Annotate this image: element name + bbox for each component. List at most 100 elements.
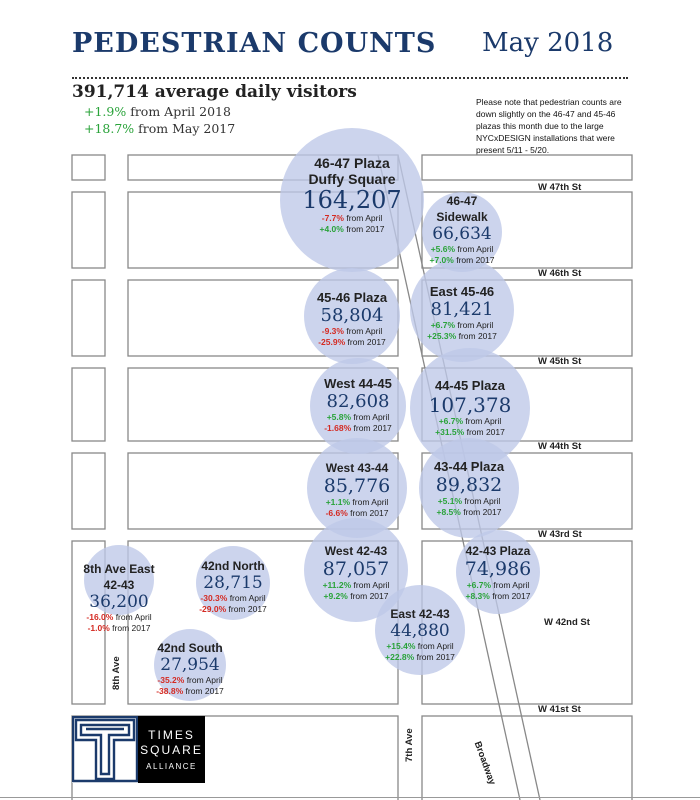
year-change-value: +18.7% [84, 121, 135, 136]
year-change-value: -38.8% [156, 686, 184, 696]
year-change-label: from 2017 [347, 591, 389, 601]
street-7th-ave: 7th Ave [404, 728, 415, 762]
april-change-value: +11.2% [322, 580, 352, 590]
year-change-label: from 2017 [489, 591, 531, 601]
location-count: 85,776 [323, 475, 391, 497]
year-change: +18.7% from May 2017 [84, 121, 235, 136]
april-change-value: -30.3% [200, 593, 228, 603]
april-change-value: +5.8% [326, 412, 352, 422]
tsa-logo-mark-icon [72, 716, 138, 783]
april-change-value: +6.7% [438, 416, 464, 426]
location-count: 28,715 [203, 573, 263, 593]
april-change-label: from April [351, 412, 390, 422]
street-w41: W 41st St [538, 704, 581, 715]
april-change-label: from April [113, 612, 152, 622]
location-count: 89,832 [435, 474, 503, 496]
location-name: 45-46 Plaza [316, 290, 388, 305]
page-title: PEDESTRIAN COUNTS [72, 28, 437, 59]
location-count: 87,057 [322, 558, 390, 580]
location-count: 44,880 [390, 621, 450, 641]
year-change-value: +7.0% [429, 255, 454, 265]
year-change: +8.3% from 2017 [465, 591, 531, 602]
location-name: 46-47 Plaza [314, 155, 390, 171]
block [71, 279, 106, 357]
location-name: 42-43 Plaza [465, 544, 531, 558]
total-visitors: 391,714 average daily visitors [72, 82, 357, 102]
april-change-value: +1.9% [84, 104, 127, 119]
april-change-label: from April [463, 416, 502, 426]
year-change-label: from May 2017 [134, 121, 236, 136]
year-change-value: +8.5% [436, 507, 461, 517]
location-duffy: 46-47 Plaza Duffy Square 164,207 -7.7% from… [302, 155, 401, 235]
april-change: +15.4% from April [385, 641, 455, 652]
april-change-label: from April [455, 244, 494, 254]
block [421, 715, 633, 800]
april-change-label: from April [343, 213, 383, 223]
location-p4344: 43-44 Plaza 89,832 +5.1% from April +8.5% f… [434, 459, 504, 518]
year-change-label: from 2017 [456, 331, 497, 341]
year-change: -38.8% from 2017 [156, 686, 224, 697]
april-change-label: from April [415, 641, 454, 651]
year-change: -29.0% from 2017 [199, 604, 267, 615]
location-name: West 42-43 [324, 544, 388, 558]
bubble-s42 [154, 629, 226, 701]
april-change-label: from April [351, 580, 390, 590]
times-square-alliance-logo: TIMES SQUARE ALLIANCE [72, 716, 205, 783]
april-change: +6.7% from April [427, 320, 497, 331]
april-change-value: -35.2% [157, 675, 185, 685]
location-w4243: West 42-43 87,057 +11.2% from April +9.2% f… [323, 543, 390, 602]
year-change-value: +9.2% [323, 591, 348, 601]
year-change: -1.0% from 2017 [83, 623, 154, 634]
logo-line1: TIMES [148, 728, 195, 742]
block [71, 367, 106, 442]
april-change-value: -9.3% [321, 326, 344, 336]
logo-line3: ALLIANCE [146, 762, 197, 771]
year-change-value: +22.8% [385, 652, 415, 662]
footer-divider [0, 797, 700, 798]
april-change-label: from April [462, 496, 501, 506]
location-name: East 42-43 [390, 607, 450, 621]
location-w4344: West 43-44 85,776 +1.1% from April -6.6% fr… [324, 460, 390, 519]
location-name-line2: 42-43 [103, 578, 135, 592]
year-change-value: -1.68% [324, 423, 352, 433]
location-p4546: 45-46 Plaza 58,804 -9.3% from April -25.9% … [317, 290, 387, 348]
year-change-label: from 2017 [414, 652, 455, 662]
april-change-value: -16.0% [86, 612, 114, 622]
location-count: 58,804 [320, 305, 384, 326]
location-e4243: East 42-43 44,880 +15.4% from April +22.8% … [385, 606, 455, 663]
year-change-value: -1.0% [87, 623, 110, 633]
installation-note: Please note that pedestrian counts are d… [476, 97, 622, 155]
april-change-label: from April [491, 580, 530, 590]
street-8th-ave: 8th Ave [111, 656, 122, 690]
year-change-label: from 2017 [464, 427, 505, 437]
location-p4445: 44-45 Plaza 107,378 +6.7% from April +31.5%… [429, 378, 512, 438]
april-change: +6.7% from April [429, 416, 512, 427]
street-w46: W 46th St [538, 268, 582, 279]
april-change: -9.3% from April [317, 326, 387, 337]
block [71, 191, 106, 269]
year-change-label: from 2017 [345, 337, 386, 347]
year-change-value: +4.0% [319, 224, 344, 234]
location-count: 82,608 [326, 391, 390, 412]
location-count: 164,207 [302, 186, 402, 214]
april-change: +1.1% from April [324, 497, 390, 508]
bubble-n42 [196, 546, 270, 620]
year-change-value: +25.3% [427, 331, 457, 341]
location-name-line2: Sidewalk [436, 210, 488, 224]
location-name: 42nd South [157, 641, 223, 655]
location-name-line2: Duffy Square [308, 171, 396, 187]
location-name: 43-44 Plaza [433, 459, 505, 474]
year-change: +7.0% from 2017 [430, 255, 495, 266]
bubble-p4546 [304, 268, 400, 364]
bubble-ave8e [84, 545, 154, 615]
location-w4445: West 44-45 82,608 +5.8% from April -1.68% f… [324, 376, 392, 434]
april-change: +1.9% from April 2018 [84, 104, 231, 119]
year-change-label: from 2017 [460, 507, 502, 517]
location-count: 36,200 [89, 592, 149, 612]
year-change: +31.5% from 2017 [429, 427, 512, 438]
year-change-value: -6.6% [325, 508, 348, 518]
street-w44: W 44th St [538, 441, 582, 452]
april-change-label: from April [455, 320, 494, 330]
location-e4546: East 45-46 81,421 +6.7% from April +25.3% f… [427, 284, 497, 342]
